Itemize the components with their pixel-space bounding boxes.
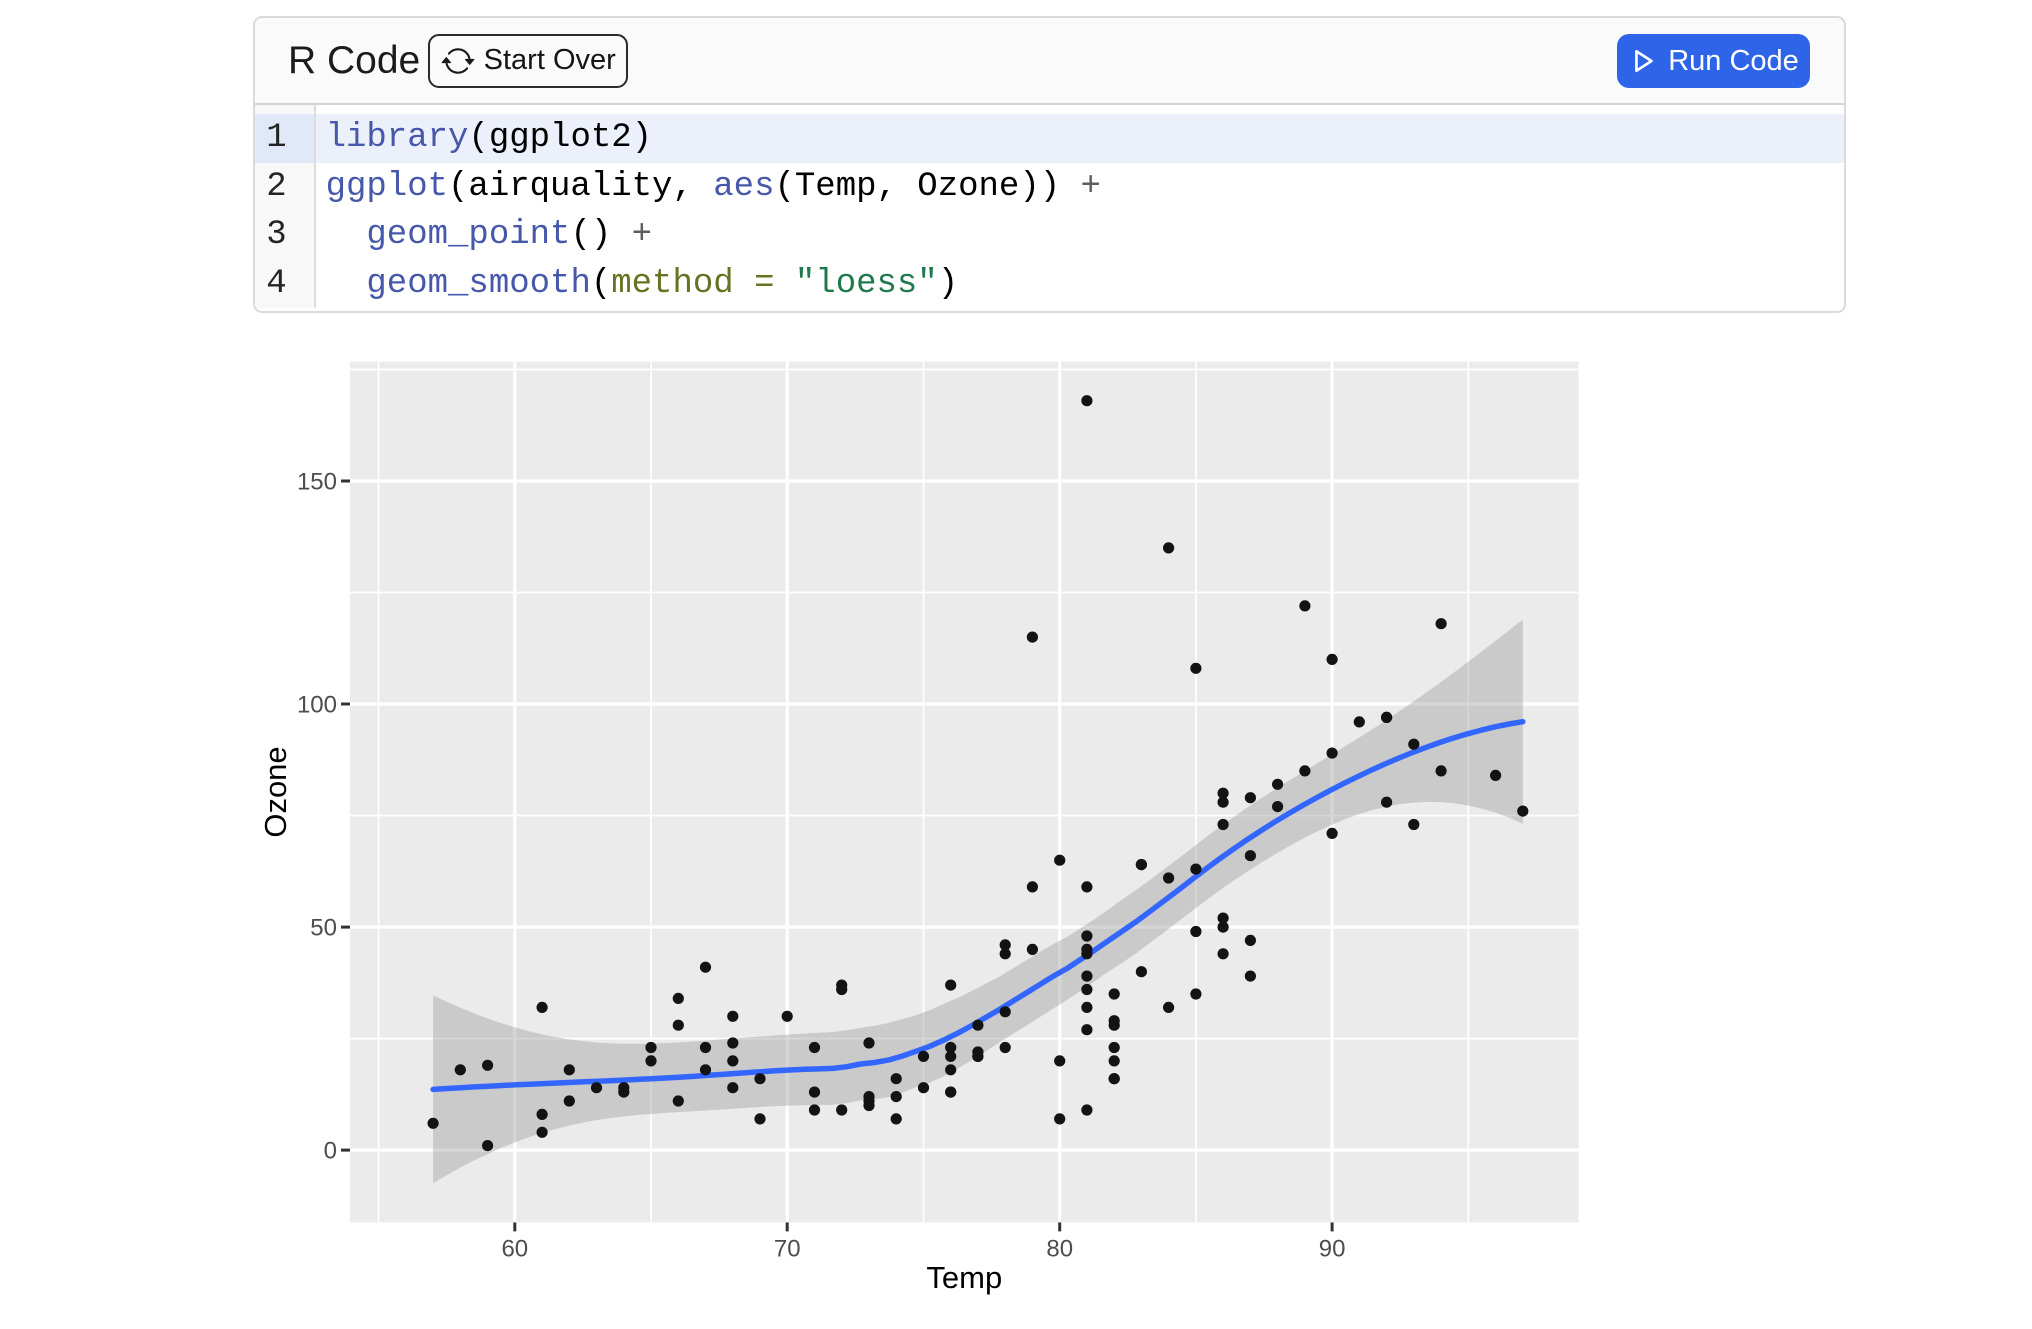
svg-text:70: 70 xyxy=(774,1235,801,1262)
svg-text:80: 80 xyxy=(1046,1235,1073,1262)
svg-text:Temp: Temp xyxy=(926,1260,1002,1295)
svg-text:150: 150 xyxy=(297,469,337,496)
svg-text:60: 60 xyxy=(501,1235,528,1262)
svg-text:50: 50 xyxy=(310,915,337,942)
svg-text:100: 100 xyxy=(297,692,337,719)
svg-text:90: 90 xyxy=(1319,1235,1346,1262)
svg-text:0: 0 xyxy=(324,1138,337,1165)
svg-text:Ozone: Ozone xyxy=(258,746,293,837)
